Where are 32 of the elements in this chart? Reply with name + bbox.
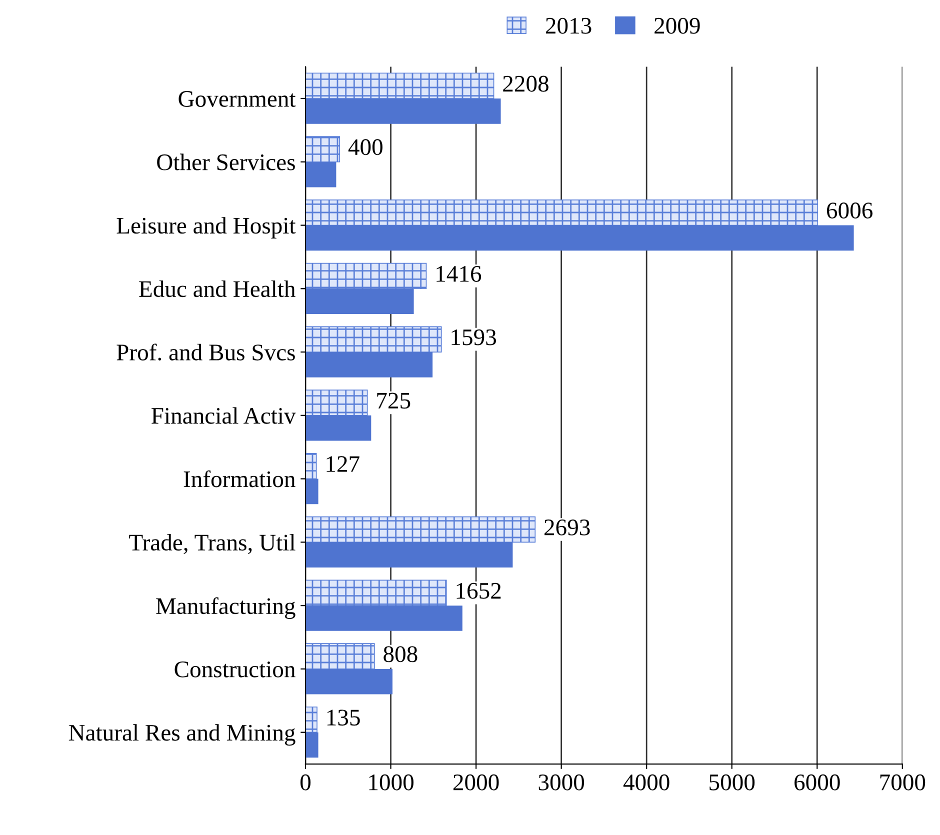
x-tick-label: 6000 [794, 774, 840, 790]
y-tick-label: Prof. and Bus Svcs [116, 344, 295, 361]
legend-label: 2009 [654, 18, 700, 34]
x-tick-label: 0 [300, 774, 311, 790]
y-tick-label: Leisure and Hospit [116, 217, 296, 238]
x-tick-label: 1000 [369, 774, 414, 790]
data-label: 1652 [456, 582, 501, 599]
data-label: 127 [326, 456, 360, 472]
y-tick-label: Construction [174, 662, 296, 678]
x-tick-label: 5000 [710, 774, 755, 790]
x-tick-label: 2000 [453, 774, 499, 790]
data-label: 6006 [826, 202, 872, 218]
data-label: 808 [384, 646, 418, 662]
y-tick-label: Government [178, 91, 296, 107]
data-label: 2208 [503, 76, 548, 92]
y-tick-label: Other Services [157, 154, 295, 170]
y-tick-label: Educ and Health [139, 280, 296, 298]
data-label: 1416 [436, 266, 482, 282]
data-label: 725 [377, 392, 410, 409]
data-label: 400 [348, 139, 382, 156]
legend-label: 2013 [546, 18, 592, 34]
data-label: 135 [327, 710, 360, 726]
x-tick-label: 4000 [623, 774, 670, 790]
y-tick-label: Financial Activ [152, 407, 296, 424]
data-label: 1593 [452, 329, 496, 346]
y-tick-label: Natural Res and Mining [68, 724, 296, 746]
x-tick-label: 3000 [538, 774, 584, 790]
data-label: 2693 [544, 520, 590, 536]
y-tick-label: Information [184, 470, 296, 488]
y-tick-label: Trade, Trans, Util [129, 534, 296, 554]
x-tick-label: 7000 [880, 774, 926, 790]
y-tick-label: Manufacturing [156, 597, 296, 619]
